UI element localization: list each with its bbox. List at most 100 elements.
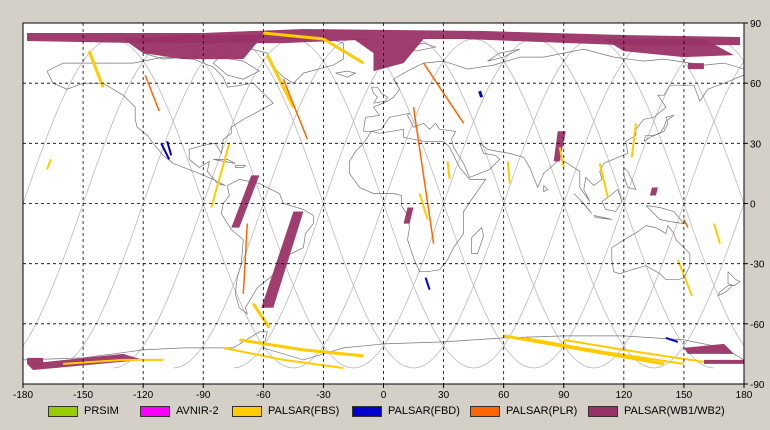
swath-fbs [676,259,693,297]
swath-fbs [265,54,295,108]
swath-wb-south-corner [27,357,43,364]
swath-wb-south-america-n [231,175,260,228]
swath-plr [144,74,160,112]
legend-label: PALSAR(FBD) [388,405,460,417]
legend-swatch [48,405,78,417]
swath-wb-north-europe [353,39,424,72]
coastline [363,48,745,202]
coastline [717,285,733,297]
coastline [349,128,487,273]
coastline [573,193,593,214]
legend-label: AVNIR-2 [176,405,219,417]
swath-fbs [558,147,565,168]
swath-wb-north-siberia [603,39,734,58]
orbit-track [473,38,745,369]
lon-tick-label: 120 [615,390,632,400]
lat-tick-label: -90 [750,380,765,391]
orbit-track [413,38,745,369]
swath-plr [683,219,689,228]
longitude-tick-labels: -180 -150 -120 -90 -60 -30 0 30 60 90 120 150 180 [13,384,753,400]
lon-tick-label: -60 [256,390,271,400]
swath-wb-asia [553,131,566,162]
legend-item-palsar-fbs: PALSAR(FBS) [232,404,339,418]
legend-item-prsim: PRSIM [48,404,119,418]
swath-fbs-arc [503,334,665,366]
swath-fbd [160,142,171,160]
coastline [727,271,741,287]
coastline [487,48,520,62]
legend: PRSIM AVNIR-2 PALSAR(FBS) PALSAR(FBD) PA… [0,400,770,424]
swath-fbd [478,90,484,98]
swath-fbs [87,50,105,88]
observation-swaths [27,29,744,370]
swath-fbs [630,123,637,158]
swath-fbs [446,161,451,180]
coastline [371,86,388,104]
coastline [611,224,691,281]
coastline [234,165,247,168]
legend-label: PALSAR(PLR) [506,405,578,417]
coastline [335,70,357,78]
swath-wb-pacific [649,187,658,196]
lon-tick-label: -150 [73,390,93,400]
orbit-track [22,38,294,369]
swath-wb-south-east2 [703,359,744,364]
legend-item-palsar-wb: PALSAR(WB1/WB2) [588,404,725,418]
coastline [213,159,236,164]
lon-tick-label: -90 [196,390,211,400]
lat-tick-label: 0 [750,200,756,211]
graticule [23,23,744,384]
swath-plr [282,78,309,140]
swath-fbs [46,159,52,170]
swath-plr [412,107,435,244]
swath-fbs [210,143,231,208]
legend-swatch [588,405,618,417]
legend-item-palsar-plr: PALSAR(PLR) [470,404,577,418]
lon-tick-label: 180 [736,390,753,400]
swath-fbs [506,161,511,184]
lat-tick-label: 30 [750,139,762,150]
lon-tick-label: -30 [316,390,331,400]
legend-swatch [352,405,382,417]
lat-tick-label: -60 [750,320,765,331]
lon-tick-label: 60 [498,390,510,400]
swath-fbs-arc [263,31,365,65]
swath-fbd [665,336,679,343]
lon-tick-label: -120 [133,390,153,400]
swath-wb-north-canada [123,35,264,60]
swath-wb-south-east [683,343,734,354]
legend-item-avnir2: AVNIR-2 [140,404,219,418]
swath-fbs-arc [63,358,164,365]
latitude-tick-labels: 90 60 30 0 -30 -60 -90 [744,19,765,391]
legend-label: PALSAR(WB1/WB2) [624,405,725,417]
swath-fbs [598,163,609,198]
lat-tick-label: -30 [750,260,765,271]
swath-plr [242,223,249,294]
swath-fbs [418,193,429,220]
legend-swatch [470,405,500,417]
swath-fbs [713,223,721,244]
swath-fbd [424,277,431,291]
swath-wb-south-america-s [261,211,304,308]
coastline [46,56,274,186]
legend-swatch [232,405,262,417]
lon-tick-label: 90 [558,390,570,400]
coastline [543,185,549,193]
coastline [643,114,675,142]
coastline [212,56,261,80]
lon-tick-label: 30 [438,390,450,400]
legend-item-palsar-fbd: PALSAR(FBD) [352,404,460,418]
coastline [471,226,484,254]
swath-fbs-arc [523,336,685,365]
swath-plr [422,62,465,124]
lon-tick-label: -180 [13,390,33,400]
legend-label: PALSAR(FBS) [268,405,340,417]
swath-fbs-arc [239,338,364,358]
lat-tick-label: 60 [750,79,762,90]
swath-fbs [252,302,271,329]
coverage-map: -180 -150 -120 -90 -60 -30 0 30 60 90 120 150 180 90… [12,19,765,400]
lat-tick-label: 90 [750,19,762,30]
legend-swatch [140,405,170,417]
lon-tick-label: 0 [381,390,387,400]
legend-label: PRSIM [84,405,119,417]
